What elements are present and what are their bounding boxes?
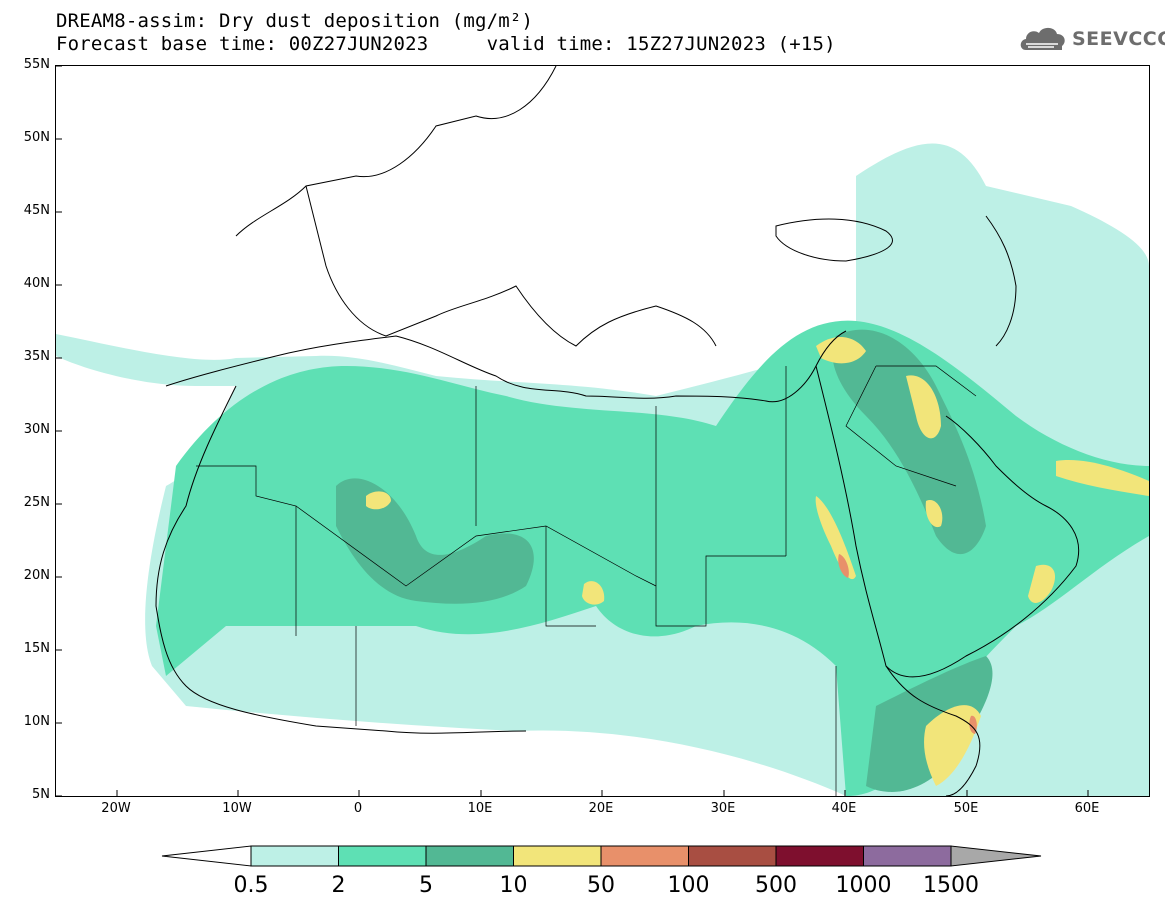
dust-level-50 — [838, 554, 849, 578]
colorbar-swatch-5 — [688, 845, 777, 867]
colorbar-label: 2 — [331, 873, 346, 898]
lat-label-20n: 20N — [23, 568, 50, 583]
dust-fields — [56, 143, 1149, 796]
colorbar-label: 5 — [419, 873, 433, 898]
colorbar-label: 500 — [755, 873, 797, 898]
lat-label-10n: 10N — [23, 714, 50, 729]
map-title: DREAM8-assim: Dry dust deposition (mg/m²… — [56, 10, 534, 32]
dust-level-10-levant — [816, 336, 866, 364]
dust-level-10-sahara — [366, 491, 391, 510]
graticule-ticks — [56, 66, 1089, 796]
lon-label-40e: 40E — [831, 801, 857, 816]
colorbar-swatch-0 — [250, 845, 339, 867]
dust-map — [55, 65, 1150, 797]
coast-black-sea — [775, 218, 893, 262]
colorbar-swatch-4 — [600, 845, 689, 867]
logo-text: SEEVCCC — [1072, 28, 1165, 50]
cloud-logo-icon — [1020, 27, 1065, 50]
colorbar-swatch-3 — [513, 845, 602, 867]
colorbar-under-arrow — [161, 845, 252, 867]
lat-label-40n: 40N — [23, 276, 50, 291]
coast-west-africa — [155, 385, 527, 734]
dust-level-5 — [336, 478, 534, 604]
dust-level-10-chad — [582, 581, 605, 605]
lon-label-60e: 60E — [1074, 801, 1100, 816]
coast-north-africa — [165, 330, 847, 403]
colorbar-label: 1000 — [835, 873, 892, 898]
dust-level-10-yemen — [1028, 564, 1056, 603]
coast-arabia — [815, 365, 1080, 678]
lat-label-5n: 5N — [32, 787, 50, 802]
lat-label-45n: 45N — [23, 203, 50, 218]
lon-label-50e: 50E — [953, 801, 979, 816]
lon-label-20e: 20E — [588, 801, 614, 816]
lon-label-10w: 10W — [222, 801, 252, 816]
colorbar-over-arrow — [950, 845, 1042, 867]
colorbar — [160, 840, 1045, 876]
lat-label-25n: 25N — [23, 495, 50, 510]
colorbar-swatch-6 — [775, 845, 864, 867]
colorbar-swatch-2 — [425, 845, 514, 867]
dust-level-10-redsea — [815, 496, 856, 580]
map-subtitle: Forecast base time: 00Z27JUN2023 valid t… — [56, 33, 836, 55]
seevccc-logo: SEEVCCC — [1018, 22, 1165, 56]
colorbar-label: 1500 — [923, 873, 979, 898]
colorbar-swatch-1 — [338, 845, 427, 867]
coast-horn — [885, 665, 981, 796]
dust-level-10-oman — [1056, 460, 1149, 496]
lat-label-55n: 55N — [23, 57, 50, 72]
coastlines — [155, 66, 1080, 796]
dust-level-10-arabia — [925, 500, 943, 528]
colorbar-swatch-7 — [863, 845, 952, 867]
dust-level-10-horn — [924, 705, 981, 786]
lon-label-20w: 20W — [101, 801, 131, 816]
lat-label-35n: 35N — [23, 349, 50, 364]
colorbar-label: 100 — [667, 873, 710, 898]
lon-label-30e: 30E — [710, 801, 736, 816]
lat-label-30n: 30N — [23, 422, 50, 437]
lon-label-0: 0 — [353, 801, 363, 816]
map-canvas — [56, 66, 1149, 796]
colorbar-label: 0.5 — [233, 873, 269, 898]
lat-label-15n: 15N — [23, 641, 50, 656]
coast-europe — [235, 66, 717, 347]
dust-level-5b — [832, 329, 986, 555]
lat-label-50n: 50N — [23, 130, 50, 145]
colorbar-label: 10 — [499, 873, 528, 898]
country-borders — [196, 365, 977, 796]
lon-label-10e: 10E — [467, 801, 493, 816]
colorbar-graphic — [161, 845, 1042, 867]
colorbar-label: 50 — [587, 873, 615, 898]
coast-caspian — [985, 215, 1017, 347]
dust-level-10-iraq — [906, 375, 941, 439]
